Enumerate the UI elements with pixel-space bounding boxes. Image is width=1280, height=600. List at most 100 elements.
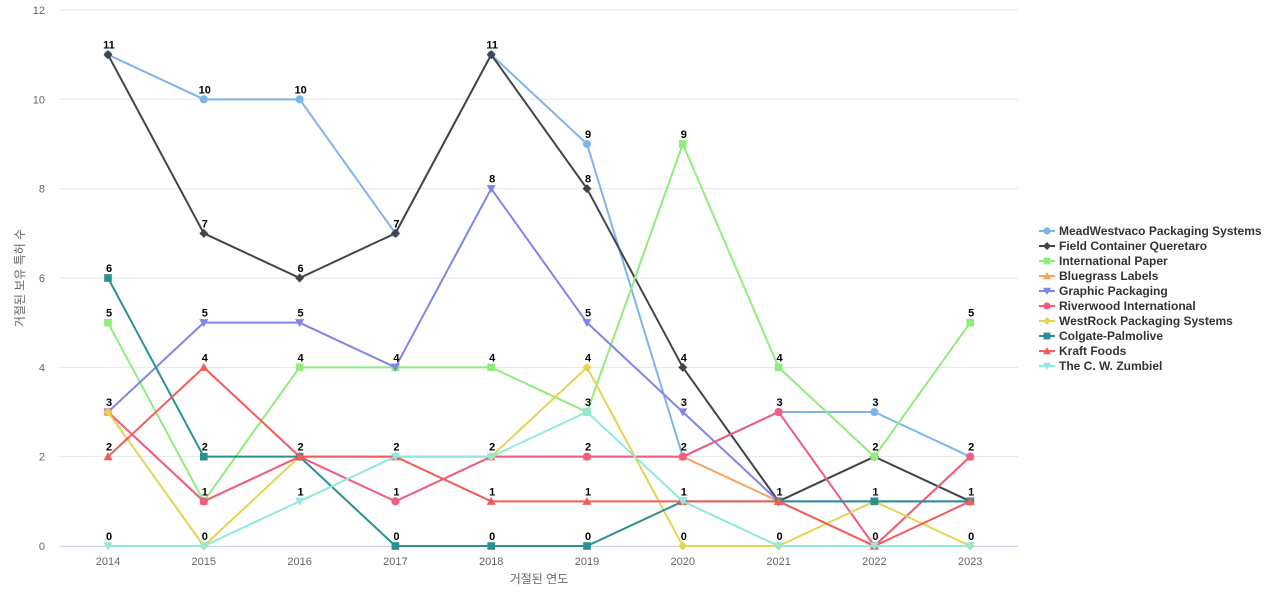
data-point[interactable] [295,95,304,104]
data-label: 11 [486,40,498,52]
data-point[interactable] [486,50,496,60]
data-point[interactable] [199,542,209,551]
data-point[interactable] [774,407,783,417]
data-label: 1 [872,486,878,498]
data-label: 4 [777,352,784,364]
data-point[interactable] [582,496,592,505]
data-label: 4 [489,352,496,364]
data-point[interactable] [199,95,208,104]
data-label: 1 [968,486,974,498]
data-point[interactable] [774,542,784,551]
data-point[interactable] [678,541,688,551]
data-point[interactable] [295,363,304,372]
data-point[interactable] [487,363,496,372]
data-point[interactable] [870,497,879,506]
legend-label: Riverwood International [1059,299,1196,313]
data-point[interactable] [678,362,688,372]
y-axis-title: 거절된 보유 특허 수 [13,229,27,327]
data-label: 6 [106,263,112,275]
legend-item[interactable]: Graphic Packaging [1039,284,1168,298]
data-label: 3 [777,397,783,409]
data-point[interactable] [486,185,496,194]
data-point[interactable] [965,542,975,551]
legend-item[interactable]: Bluegrass Labels [1039,269,1159,283]
data-label: 0 [393,531,399,543]
data-point[interactable] [199,319,209,328]
legend-item[interactable]: International Paper [1039,254,1168,268]
legend-item[interactable]: Riverwood International [1039,299,1196,313]
data-point[interactable] [965,496,975,505]
data-label: 1 [393,486,399,498]
data-point[interactable] [103,542,113,551]
data-point[interactable] [486,496,496,505]
data-point[interactable] [870,407,879,417]
data-point[interactable] [870,452,879,461]
data-point[interactable] [199,497,208,506]
data-point[interactable] [678,497,688,506]
data-point[interactable] [104,274,112,282]
data-point[interactable] [774,363,783,372]
legend-marker [1043,227,1051,235]
data-point[interactable] [487,542,496,550]
data-point[interactable] [678,140,687,148]
data-label: 1 [681,486,687,498]
data-point[interactable] [390,228,400,238]
data-point[interactable] [295,273,305,283]
data-point[interactable] [582,408,592,417]
data-point[interactable] [295,497,305,506]
data-point[interactable] [295,452,305,461]
data-point[interactable] [103,452,113,461]
data-point[interactable] [582,319,592,328]
data-label: 5 [585,308,591,320]
data-point[interactable] [103,50,113,60]
legend-item[interactable]: Colgate-Palmolive [1039,329,1163,343]
data-point[interactable] [678,408,688,417]
legend-item[interactable]: The C. W. Zumbiel [1039,359,1162,373]
legend-item[interactable]: Kraft Foods [1039,344,1127,358]
legend-label: Colgate-Palmolive [1059,329,1163,343]
legend-item[interactable]: WestRock Packaging Systems [1039,314,1233,328]
legend-label: International Paper [1059,254,1168,268]
data-point[interactable] [391,542,400,550]
legend-item[interactable]: Field Container Queretaro [1039,239,1207,253]
data-label: 0 [777,531,783,543]
legend-marker [1043,317,1051,325]
data-point[interactable] [582,362,592,372]
data-point[interactable] [966,452,975,461]
series-line [107,411,971,547]
data-label: 8 [585,174,591,186]
x-tick-label: 2023 [958,556,982,568]
legend-marker [1043,272,1051,280]
data-point[interactable] [295,319,305,328]
x-tick-label: 2017 [383,556,407,568]
data-label: 3 [872,397,878,409]
data-point[interactable] [199,228,209,238]
data-label: 4 [681,352,688,364]
data-label: 3 [681,397,687,409]
data-point[interactable] [104,318,112,327]
data-point[interactable] [582,452,592,461]
data-label: 5 [298,308,304,320]
data-label: 2 [393,442,399,454]
data-label: 1 [585,486,591,498]
data-label: 7 [202,218,208,230]
data-point[interactable] [390,363,400,372]
x-axis-title: 거절된 연도 [510,572,569,586]
data-point[interactable] [390,453,400,462]
x-tick-label: 2016 [287,556,311,568]
data-point[interactable] [199,362,209,371]
data-point[interactable] [966,318,975,327]
data-point[interactable] [391,497,400,506]
data-point[interactable] [582,184,592,194]
data-point[interactable] [869,542,879,551]
data-point[interactable] [486,453,496,462]
data-point[interactable] [103,407,113,417]
data-point[interactable] [583,542,591,550]
data-point[interactable] [774,496,784,505]
legend-item[interactable]: MeadWestvaco Packaging Systems [1039,224,1262,238]
data-point[interactable] [678,452,687,461]
data-point[interactable] [199,452,208,461]
data-point[interactable] [582,139,592,149]
series-line [108,411,971,547]
legend-label: Graphic Packaging [1059,284,1168,298]
